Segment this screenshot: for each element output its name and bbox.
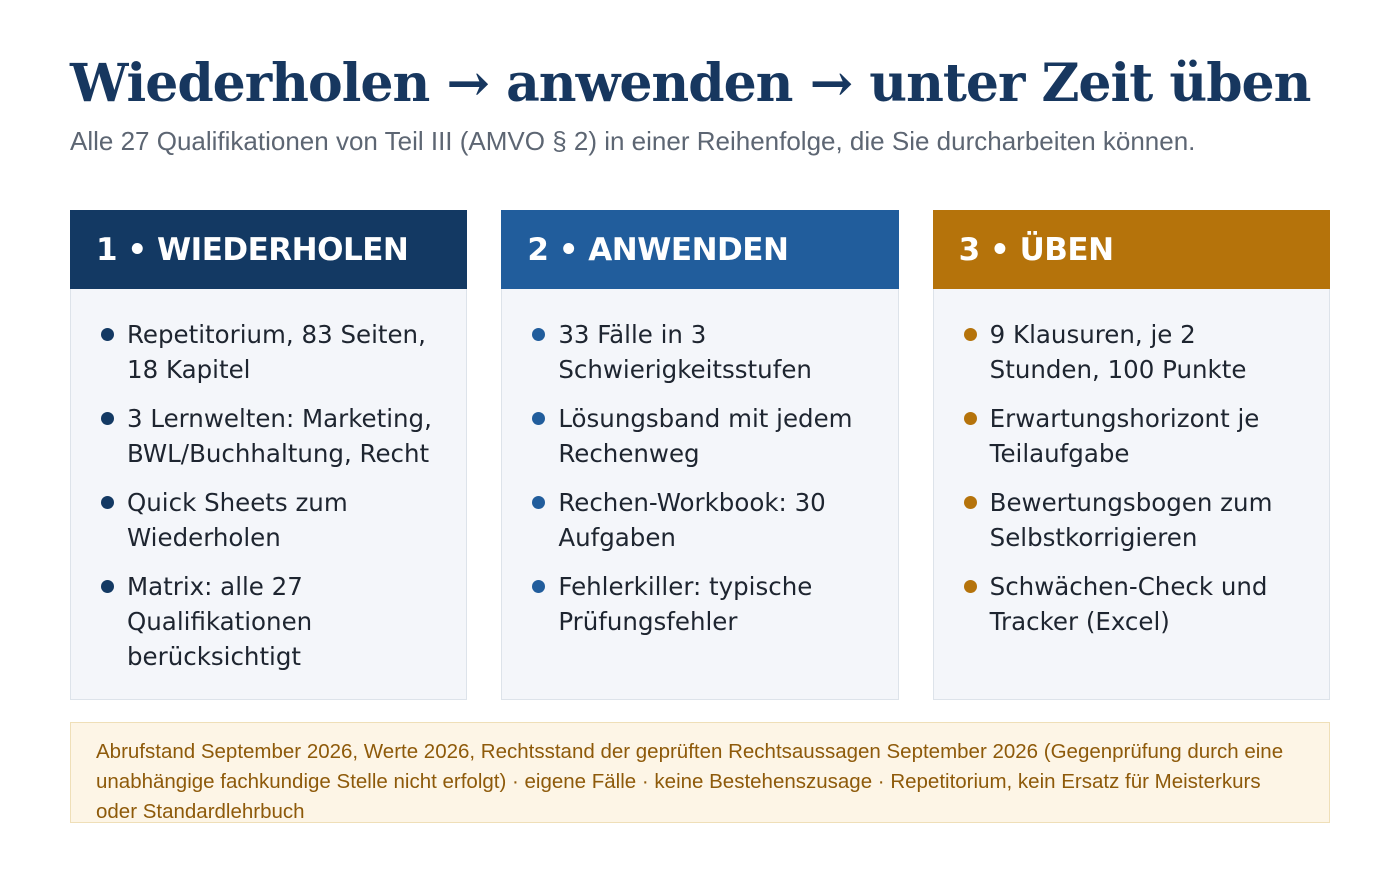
bullet-icon: [963, 580, 977, 593]
list-item: 3 Lernwelten: Marketing, BWL/Buchhaltung…: [101, 401, 446, 471]
list-item-text: Quick Sheets zum Wiederholen: [127, 488, 348, 552]
bullet-icon: [532, 580, 546, 593]
list-item-text: Schwächen-Check und Tracker (Excel): [989, 572, 1268, 636]
step-heading: 3 • ÜBEN: [932, 210, 1330, 289]
step-list: 9 Klausuren, je 2 Stunden, 100 Punkte Er…: [934, 289, 1329, 639]
step-list: Repetitorium, 83 Seiten, 18 Kapitel 3 Le…: [71, 289, 466, 674]
list-item: Rechen-Workbook: 30 Aufgaben: [532, 485, 877, 555]
list-item-text: Lösungsband mit jedem Rechenweg: [558, 404, 853, 468]
list-item-text: Repetitorium, 83 Seiten, 18 Kapitel: [127, 320, 426, 384]
list-item-text: Matrix: alle 27 Qualifikationen berücksi…: [127, 572, 313, 671]
list-item: Schwächen-Check und Tracker (Excel): [963, 569, 1309, 639]
bullet-icon: [963, 412, 977, 425]
list-item: 9 Klausuren, je 2 Stunden, 100 Punkte: [963, 317, 1309, 387]
list-item-text: 9 Klausuren, je 2 Stunden, 100 Punkte: [989, 320, 1247, 384]
disclaimer-note: Abrufstand September 2026, Werte 2026, R…: [70, 722, 1330, 823]
step-heading: 2 • ANWENDEN: [501, 210, 899, 289]
step-column-wiederholen: 1 • WIEDERHOLEN Repetitorium, 83 Seiten,…: [70, 210, 468, 700]
step-heading: 1 • WIEDERHOLEN: [70, 210, 468, 289]
list-item-text: Erwartungshorizont je Teilaufgabe: [989, 404, 1260, 468]
page-subtitle: Alle 27 Qualifikationen von Teil III (AM…: [70, 126, 1196, 156]
list-item-text: Fehlerkiller: typische Prüfungsfehler: [558, 572, 813, 636]
list-item: Repetitorium, 83 Seiten, 18 Kapitel: [101, 317, 446, 387]
list-item: Erwartungshorizont je Teilaufgabe: [963, 401, 1309, 471]
list-item-text: 3 Lernwelten: Marketing, BWL/Buchhaltung…: [127, 404, 432, 468]
step-column-ueben: 3 • ÜBEN 9 Klausuren, je 2 Stunden, 100 …: [932, 210, 1330, 700]
list-item-text: Bewertungsbogen zum Selbstkorrigieren: [989, 488, 1273, 552]
bullet-icon: [532, 328, 546, 341]
bullet-icon: [101, 328, 114, 341]
list-item: Fehlerkiller: typische Prüfungsfehler: [532, 569, 877, 639]
list-item: Matrix: alle 27 Qualifikationen berücksi…: [101, 569, 446, 674]
step-list: 33 Fälle in 3 Schwierigkeitsstufen Lösun…: [502, 289, 897, 639]
bullet-icon: [101, 496, 114, 509]
page-title: Wiederholen → anwenden → unter Zeit üben: [70, 53, 1311, 114]
list-item: Quick Sheets zum Wiederholen: [101, 485, 446, 555]
list-item-text: Rechen-Workbook: 30 Aufgaben: [558, 488, 826, 552]
list-item: Bewertungsbogen zum Selbstkorrigieren: [963, 485, 1309, 555]
bullet-icon: [963, 496, 977, 509]
list-item: Lösungsband mit jedem Rechenweg: [532, 401, 877, 471]
bullet-icon: [101, 580, 114, 593]
bullet-icon: [532, 412, 546, 425]
step-column-anwenden: 2 • ANWENDEN 33 Fälle in 3 Schwierigkeit…: [501, 210, 899, 700]
bullet-icon: [963, 328, 977, 341]
bullet-icon: [532, 496, 546, 509]
bullet-icon: [101, 412, 114, 425]
list-item: 33 Fälle in 3 Schwierigkeitsstufen: [532, 317, 877, 387]
steps-columns: 1 • WIEDERHOLEN Repetitorium, 83 Seiten,…: [70, 210, 1330, 700]
list-item-text: 33 Fälle in 3 Schwierigkeitsstufen: [558, 320, 812, 384]
